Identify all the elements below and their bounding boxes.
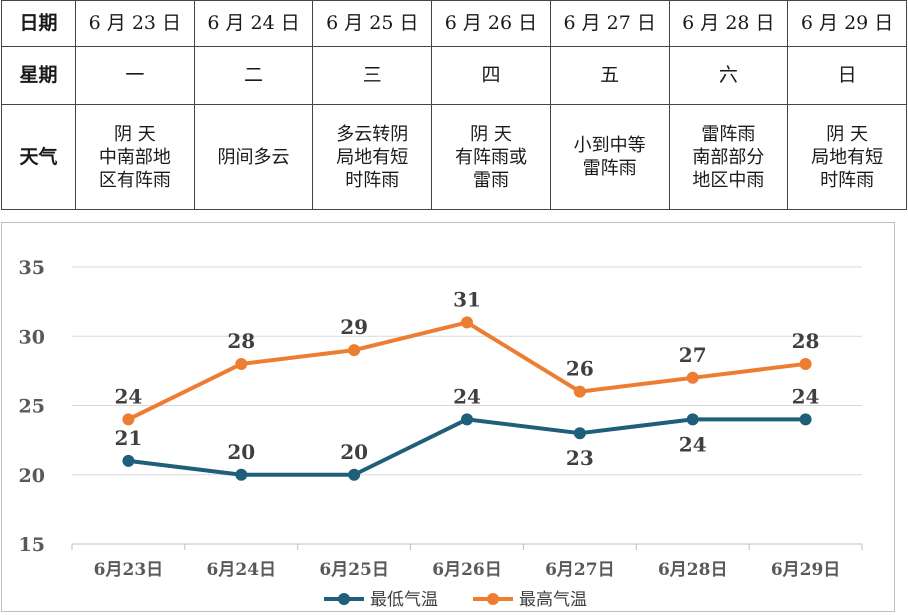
low-temperature-point xyxy=(686,413,699,426)
y-tick-label: 35 xyxy=(19,257,45,279)
table-cell: 雷阵雨 南部部分 地区中雨 xyxy=(668,104,789,210)
low-temperature-label: 24 xyxy=(679,432,707,456)
low-temperature-point xyxy=(461,413,473,426)
table-cell: 阴 天 有阵雨或 雷雨 xyxy=(431,104,551,210)
row-header: 星期 xyxy=(1,46,76,105)
high-temperature-label: 31 xyxy=(453,287,481,311)
row-header: 日期 xyxy=(1,0,76,47)
high-temperature-label: 28 xyxy=(792,329,820,353)
high-temperature-point xyxy=(799,357,812,370)
legend-label-high: 最高气温 xyxy=(519,590,587,610)
table-cell: 6 月 29 日 xyxy=(787,0,907,47)
x-tick-label: 6月25日 xyxy=(319,560,389,580)
low-temperature-label: 20 xyxy=(227,440,255,464)
high-temperature-point xyxy=(461,316,473,329)
y-tick-label: 15 xyxy=(19,534,45,556)
low-temperature-label: 23 xyxy=(566,446,594,470)
high-temperature-point xyxy=(348,344,361,357)
x-tick-label: 6月23日 xyxy=(94,560,164,580)
table-cell: 四 xyxy=(431,46,551,105)
table-cell: 阴 天 局地有短 时阵雨 xyxy=(787,104,907,210)
y-tick-label: 30 xyxy=(19,326,45,348)
high-temperature-label: 28 xyxy=(227,329,255,353)
temperature-chart-svg: 15 20 25 30 35 6月23日 6月24日 6月25日 6月26日 6月27日 6月28日… xyxy=(19,257,863,610)
table-cell: 阴间多云 xyxy=(193,104,314,210)
high-temperature-label: 24 xyxy=(115,384,143,408)
table-cell: 日 xyxy=(787,46,907,105)
table-cell: 阴 天 中南部地 区有阵雨 xyxy=(75,104,195,210)
table-cell: 六 xyxy=(668,46,789,105)
x-tick-label: 6月28日 xyxy=(658,560,728,580)
legend-marker-low xyxy=(338,593,350,605)
table-cell: 二 xyxy=(193,46,314,105)
table-cell: 6 月 28 日 xyxy=(668,0,789,47)
high-temperature-point xyxy=(235,357,248,370)
low-temperature-point xyxy=(573,427,586,440)
x-tick-label: 6月26日 xyxy=(432,560,502,580)
temperature-chart: 15 20 25 30 35 6月23日 6月24日 6月25日 6月26日 6月27日 6月28日… xyxy=(1,222,895,612)
x-tick-label: 6月27日 xyxy=(545,560,615,580)
y-tick-label: 25 xyxy=(19,396,45,418)
high-temperature-point xyxy=(686,371,699,384)
weather-row: 天气阴 天 中南部地 区有阵雨 阴间多云 多云转阴 局地有短 时阵雨阴 天 有阵雨或… xyxy=(1,104,907,210)
legend-marker-high xyxy=(487,593,499,605)
x-tick-label: 6月29日 xyxy=(771,560,841,580)
table-cell: 三 xyxy=(312,46,433,105)
table-cell: 6 月 24 日 xyxy=(193,0,314,47)
low-temperature-point xyxy=(799,413,812,426)
table-cell: 一 xyxy=(75,46,195,105)
low-temperature-label: 21 xyxy=(115,426,143,450)
row-header: 天气 xyxy=(1,104,76,210)
low-temperature-point xyxy=(235,468,248,481)
low-temperature-point xyxy=(122,454,135,467)
low-temperature-point xyxy=(348,468,361,481)
table-cell: 小到中等 雷阵雨 xyxy=(549,104,670,210)
table-cell: 多云转阴 局地有短 时阵雨 xyxy=(312,104,433,210)
x-tick-label: 6月24日 xyxy=(207,560,277,580)
low-temperature-label: 24 xyxy=(792,384,820,408)
high-temperature-label: 26 xyxy=(566,357,594,381)
high-temperature-label: 29 xyxy=(340,315,368,339)
table-cell: 6 月 25 日 xyxy=(312,0,433,47)
low-temperature-label: 20 xyxy=(340,440,368,464)
table-cell: 6 月 27 日 xyxy=(549,0,670,47)
high-temperature-label: 27 xyxy=(679,343,707,367)
weekday-row: 星期一二三四五六日 xyxy=(1,46,907,105)
table-cell: 6 月 26 日 xyxy=(431,0,551,47)
high-temperature-point xyxy=(573,385,586,398)
y-tick-label: 20 xyxy=(19,465,45,487)
high-temperature-point xyxy=(122,413,135,426)
legend-label-low: 最低气温 xyxy=(370,590,438,610)
table-cell: 五 xyxy=(549,46,670,105)
low-temperature-label: 24 xyxy=(453,384,481,408)
table-cell: 6 月 23 日 xyxy=(75,0,195,47)
